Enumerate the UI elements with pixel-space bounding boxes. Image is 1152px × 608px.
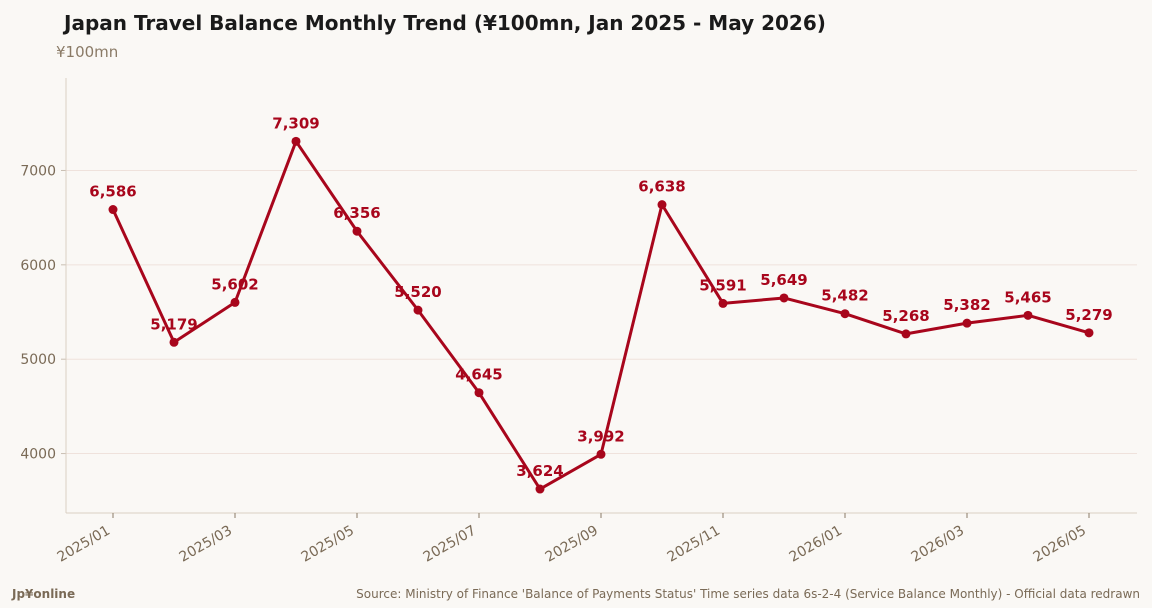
y-tick-label: 4000 [20, 447, 56, 463]
data-point [413, 305, 423, 315]
data-label: 5,649 [760, 271, 807, 289]
data-label: 6,586 [89, 183, 136, 201]
data-point [901, 329, 911, 339]
y-tick-label: 5000 [20, 352, 56, 368]
data-label: 7,309 [272, 114, 319, 132]
data-label: 5,591 [699, 276, 746, 294]
x-tick-label: 2025/11 [665, 523, 723, 566]
data-point [779, 293, 789, 303]
y-tick-label: 7000 [20, 163, 56, 179]
data-point [596, 449, 606, 459]
data-point [230, 297, 240, 307]
data-point [962, 318, 972, 328]
data-point [352, 226, 362, 236]
data-label: 5,179 [150, 315, 197, 333]
x-tick-label: 2026/03 [909, 523, 967, 566]
x-tick-label: 2025/05 [299, 523, 357, 566]
data-point [108, 205, 118, 215]
data-label: 4,645 [455, 366, 502, 384]
y-tick-label: 6000 [20, 258, 56, 274]
data-label: 5,465 [1004, 288, 1051, 306]
x-tick-label: 2025/01 [55, 523, 113, 566]
data-label: 5,268 [882, 307, 929, 325]
data-point [657, 200, 667, 210]
data-label: 6,638 [638, 178, 685, 196]
data-point [169, 337, 179, 347]
data-label: 3,624 [516, 462, 563, 480]
data-label: 3,992 [577, 427, 624, 445]
data-label: 6,356 [333, 204, 380, 222]
x-tick-label: 2025/09 [543, 523, 601, 566]
data-label: 5,602 [211, 275, 258, 293]
data-point [291, 136, 301, 146]
site-logo: Jp¥online [12, 587, 76, 601]
data-point [1023, 310, 1033, 320]
chart-title: Japan Travel Balance Monthly Trend (¥100… [64, 11, 826, 35]
data-point [474, 388, 484, 398]
y-unit-label: ¥100mn [56, 43, 119, 61]
data-label: 5,520 [394, 283, 441, 301]
x-tick-label: 2026/05 [1031, 523, 1089, 566]
data-label: 5,382 [943, 296, 990, 314]
data-label: 5,279 [1065, 306, 1112, 324]
source-note: Source: Ministry of Finance 'Balance of … [356, 587, 1140, 601]
x-tick-label: 2025/03 [177, 523, 235, 566]
data-point [718, 298, 728, 308]
data-label: 5,482 [821, 287, 868, 305]
x-tick-label: 2026/01 [787, 523, 845, 566]
x-tick-label: 2025/07 [421, 523, 479, 566]
data-point [535, 484, 545, 494]
data-point [1084, 328, 1094, 338]
data-point [840, 309, 850, 319]
